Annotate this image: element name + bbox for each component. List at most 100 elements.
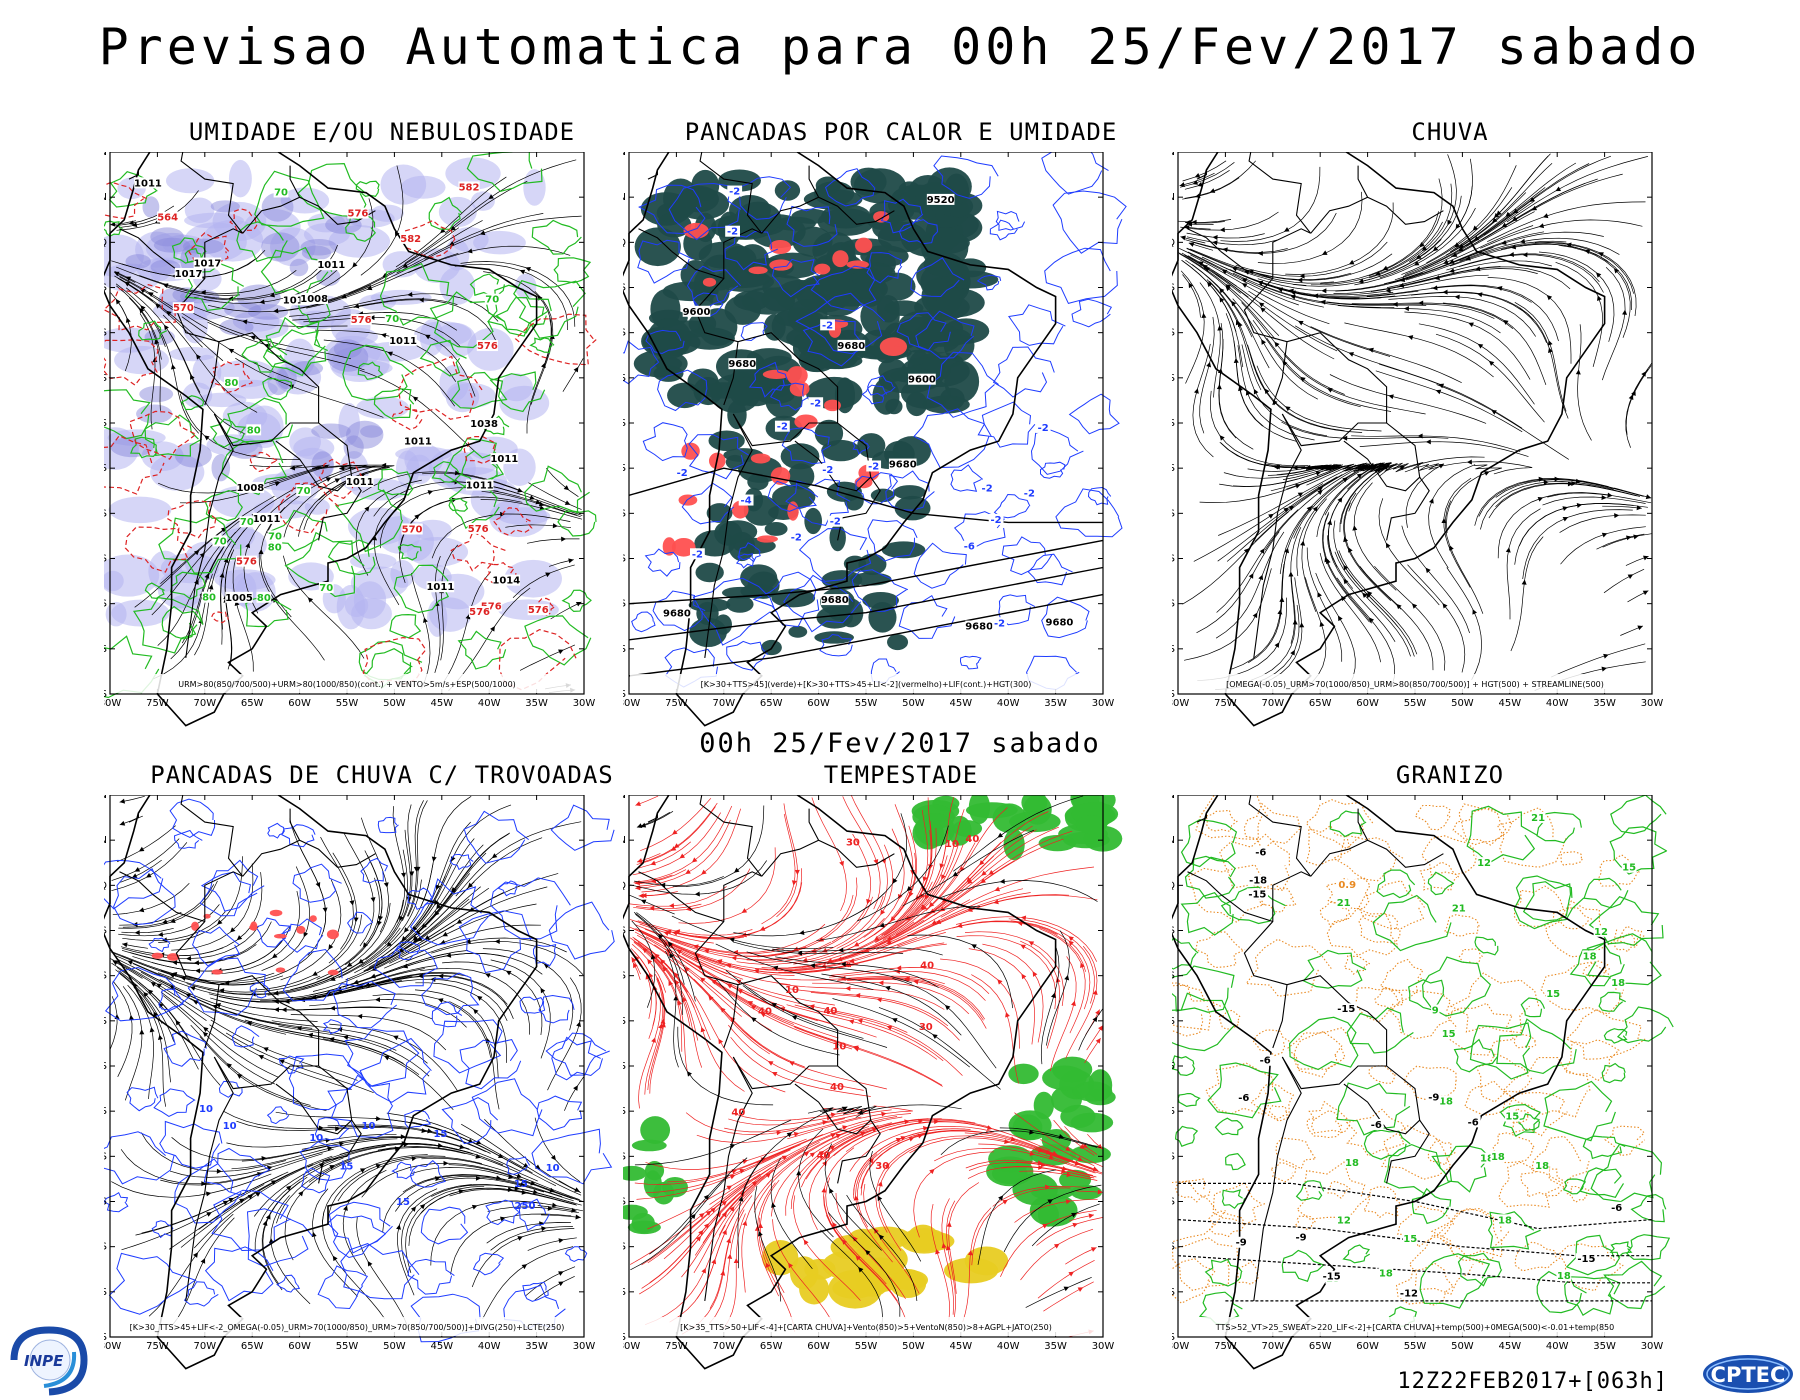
streamline-arrow bbox=[738, 1196, 744, 1202]
streamline bbox=[1625, 369, 1649, 448]
lat-label: 10N bbox=[104, 795, 107, 801]
streamline-arrow bbox=[201, 1181, 207, 1187]
lat-label: 25S bbox=[1172, 1106, 1175, 1117]
streamline bbox=[1025, 1276, 1092, 1308]
streamline-arrow bbox=[445, 952, 452, 958]
streamline bbox=[398, 844, 484, 947]
streamline bbox=[1326, 301, 1495, 319]
streamline-arrow bbox=[1274, 341, 1280, 348]
streamline-arrow bbox=[150, 981, 157, 987]
streamline bbox=[832, 998, 971, 1068]
streamline bbox=[430, 837, 543, 926]
streamline bbox=[235, 357, 384, 418]
streamline-arrow bbox=[916, 895, 921, 901]
contour-line bbox=[950, 464, 984, 492]
contour-label: 576 bbox=[236, 557, 257, 568]
lon-label: 75W bbox=[1214, 1341, 1237, 1352]
streamline-arrow bbox=[219, 988, 225, 994]
streamline-arrow bbox=[1088, 1213, 1094, 1219]
streamline bbox=[1368, 183, 1453, 279]
streamline bbox=[1335, 246, 1494, 292]
contour-line bbox=[292, 863, 342, 903]
lat-label: 35S bbox=[104, 1197, 107, 1208]
streamline bbox=[1560, 526, 1646, 565]
field-cell bbox=[1070, 1112, 1114, 1133]
streamline-arrow bbox=[771, 1072, 778, 1077]
streamline-arrow bbox=[558, 649, 564, 655]
streamline bbox=[312, 1188, 358, 1297]
streamline bbox=[1551, 643, 1646, 678]
streamline bbox=[1376, 291, 1535, 321]
field-cell bbox=[683, 222, 709, 239]
contour-line bbox=[989, 219, 1018, 241]
field-cell bbox=[698, 308, 738, 346]
lon-label: 60W bbox=[807, 698, 830, 709]
contour-line bbox=[1411, 1187, 1452, 1225]
streamline-arrow bbox=[148, 292, 154, 297]
contour-line bbox=[852, 439, 870, 455]
field-cell bbox=[745, 218, 778, 234]
label-box bbox=[1236, 1091, 1252, 1103]
field-cell bbox=[349, 552, 397, 570]
label-box bbox=[384, 313, 400, 325]
streamline bbox=[401, 1184, 472, 1277]
lon-label: 40W bbox=[1546, 1341, 1569, 1352]
lon-label: 55W bbox=[336, 1341, 359, 1352]
streamline-arrow bbox=[908, 1136, 915, 1142]
streamline-arrow bbox=[162, 283, 169, 289]
contour-label: 80 bbox=[257, 593, 271, 604]
contour-line bbox=[314, 1117, 349, 1141]
lon-label: 30W bbox=[1092, 1341, 1115, 1352]
streamline-arrow bbox=[1194, 173, 1201, 178]
contour-label: 70 bbox=[268, 531, 282, 542]
contour-line bbox=[1421, 835, 1477, 876]
field-cell bbox=[678, 494, 698, 506]
streamline-arrow bbox=[747, 1001, 754, 1006]
streamline-arrow bbox=[552, 523, 558, 529]
streamline-arrow bbox=[648, 972, 654, 979]
contour-line bbox=[1225, 1152, 1246, 1171]
streamline-arrow bbox=[1522, 252, 1528, 258]
label-box bbox=[1233, 1236, 1249, 1248]
lat-label: EQ bbox=[1172, 237, 1175, 248]
streamline bbox=[284, 1160, 352, 1261]
lat-label: 5N bbox=[623, 835, 626, 846]
field-cell bbox=[893, 485, 926, 500]
streamline bbox=[512, 564, 575, 598]
lat-label: 30S bbox=[1172, 1151, 1175, 1162]
streamline bbox=[633, 940, 665, 971]
contour-line bbox=[880, 198, 924, 234]
coastline bbox=[104, 152, 538, 727]
streamline bbox=[908, 809, 965, 920]
contour-line bbox=[531, 219, 582, 255]
contour-line bbox=[409, 878, 492, 946]
streamline-arrow bbox=[1488, 360, 1495, 366]
field-cell bbox=[814, 631, 854, 644]
contour-line bbox=[199, 871, 258, 917]
contour-line bbox=[138, 320, 168, 341]
streamline-arrow bbox=[1090, 1247, 1097, 1252]
streamline bbox=[892, 977, 997, 1069]
streamline bbox=[1370, 268, 1538, 293]
contour-line bbox=[113, 868, 176, 926]
contour-line bbox=[180, 395, 205, 411]
streamline-arrow bbox=[726, 984, 733, 989]
label-box bbox=[1253, 846, 1269, 858]
contour-line bbox=[332, 980, 398, 1029]
label-box bbox=[1045, 616, 1074, 628]
streamline bbox=[1186, 236, 1278, 246]
contour-label: 10 bbox=[832, 1041, 846, 1052]
contour-label: 570 bbox=[173, 303, 194, 314]
label-box bbox=[926, 193, 955, 205]
contour-line bbox=[420, 1206, 469, 1245]
contour-line bbox=[104, 1131, 175, 1185]
streamline bbox=[741, 1178, 773, 1293]
contour-label: 12 bbox=[1477, 858, 1491, 869]
streamline-arrow bbox=[735, 979, 742, 985]
contour-label: 576 bbox=[468, 524, 489, 535]
streamline bbox=[421, 1157, 580, 1201]
streamline bbox=[1292, 239, 1442, 287]
streamline bbox=[631, 943, 667, 993]
contour-line bbox=[786, 205, 838, 247]
streamline-arrow bbox=[346, 961, 353, 967]
